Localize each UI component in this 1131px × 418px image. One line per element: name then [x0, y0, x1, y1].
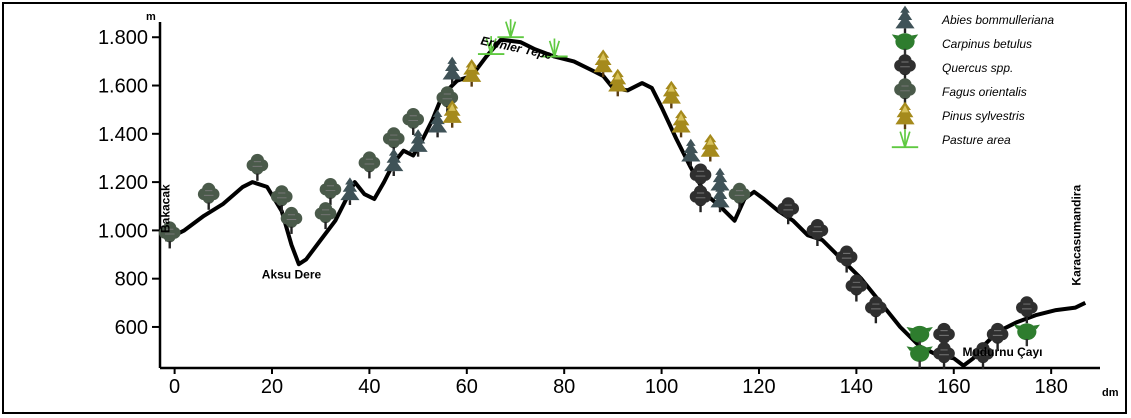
pinus-tree-icon	[593, 49, 613, 77]
quercus-tree-icon	[972, 342, 994, 370]
pasture-tree-icon	[891, 129, 919, 149]
y-tick-label: 1.600	[98, 76, 148, 98]
x-tick-label: 100	[645, 376, 678, 398]
legend-item-pasture: Pasture area	[891, 129, 1011, 149]
fagus-tree-icon	[158, 221, 181, 249]
y-tick-label: 600	[115, 317, 148, 339]
quercus-tree-icon	[689, 185, 712, 213]
pinus-tree-icon	[671, 109, 691, 138]
x-tick-label: 20	[261, 376, 283, 398]
quercus-tree-icon	[777, 197, 800, 225]
legend-item-abies: Abies bommulleriana	[895, 5, 1054, 34]
fagus-tree-icon	[270, 185, 293, 213]
x-tick-label: 40	[358, 376, 380, 398]
carpinus-tree-icon	[906, 325, 933, 349]
fagus-tree-icon	[436, 86, 459, 114]
legend-label: Pasture area	[942, 133, 1011, 147]
quercus-tree-icon	[835, 245, 858, 273]
x-tick-label: 160	[937, 376, 970, 398]
x-tick-label: 180	[1034, 376, 1067, 398]
y-axis-unit: m	[146, 11, 156, 23]
pinus-tree-icon	[462, 59, 482, 87]
legend-label: Pinus sylvestris	[942, 109, 1025, 123]
place-label: Aksu Dere	[262, 268, 322, 282]
legend: Abies bommulleriana Carpinus betulus Querc…	[891, 5, 1054, 149]
quercus-tree-icon	[986, 322, 1009, 350]
fagus-tree-icon	[314, 202, 337, 230]
fagus-tree-icon	[382, 127, 405, 155]
abies-tree-icon	[710, 184, 730, 213]
legend-label: Fagus orientalis	[942, 85, 1027, 99]
legend-label: Carpinus betulus	[942, 37, 1032, 51]
legend-item-carpinus: Carpinus betulus	[891, 33, 1032, 56]
place-label: Bakacak	[159, 184, 173, 233]
x-tick-label: 0	[169, 376, 180, 398]
x-tick-label: 140	[840, 376, 873, 398]
fagus-tree-icon	[319, 177, 342, 205]
legend-item-quercus: Quercus spp.	[894, 54, 1013, 82]
y-tick-label: 1.400	[98, 124, 148, 146]
abies-tree-icon	[681, 138, 701, 167]
pinus-tree-icon	[700, 133, 720, 162]
quercus-tree-icon	[933, 342, 955, 370]
vegetation-markers	[158, 19, 1041, 370]
y-axis-ticks: 600 800 1.000 1.200 1.400 1.600 1.800	[98, 27, 160, 339]
y-tick-label: 1.800	[98, 27, 148, 49]
fagus-tree-icon	[402, 107, 425, 135]
x-axis-ticks: 0 20 40 60 80 100 120 140 160 180	[169, 368, 1068, 398]
x-tick-label: 120	[742, 376, 775, 398]
pasture-tree-icon	[477, 36, 505, 56]
pasture-tree-icon	[541, 38, 568, 58]
x-axis-unit: dm	[1102, 387, 1119, 399]
abies-tree-icon	[442, 56, 462, 85]
pasture-tree-icon	[497, 19, 524, 39]
pinus-tree-icon	[661, 80, 681, 109]
y-tick-label: 800	[115, 269, 148, 291]
fagus-tree-icon	[280, 206, 303, 234]
y-tick-label: 1.000	[98, 220, 148, 242]
pinus-tree-icon	[895, 101, 915, 130]
quercus-tree-icon	[845, 274, 868, 302]
carpinus-tree-icon	[891, 33, 919, 56]
fagus-tree-icon	[728, 182, 751, 210]
carpinus-tree-icon	[906, 345, 933, 368]
fagus-tree-icon	[246, 153, 269, 181]
abies-tree-icon	[408, 129, 428, 157]
carpinus-tree-icon	[1013, 323, 1041, 347]
y-tick-label: 1.200	[98, 172, 148, 194]
x-tick-label: 60	[456, 376, 478, 398]
abies-tree-icon	[427, 109, 448, 138]
quercus-tree-icon	[806, 219, 829, 246]
quercus-tree-icon	[1016, 296, 1038, 324]
fagus-tree-icon	[358, 151, 381, 179]
pinus-tree-icon	[608, 68, 628, 97]
legend-item-pinus: Pinus sylvestris	[895, 101, 1025, 130]
abies-tree-icon	[384, 148, 404, 176]
quercus-tree-icon	[894, 54, 916, 82]
x-tick-label: 80	[553, 376, 575, 398]
fagus-tree-icon	[197, 182, 220, 210]
pinus-tree-icon	[442, 100, 462, 128]
legend-label: Quercus spp.	[942, 61, 1013, 75]
place-label: Mudurnu Çayı	[962, 345, 1042, 359]
fagus-tree-icon	[894, 78, 916, 106]
quercus-tree-icon	[865, 296, 887, 324]
legend-item-fagus: Fagus orientalis	[894, 78, 1027, 106]
abies-tree-icon	[340, 177, 360, 205]
place-label: Karacasumandira	[1069, 185, 1083, 286]
abies-tree-icon	[895, 5, 915, 34]
legend-label: Abies bommulleriana	[941, 13, 1054, 27]
